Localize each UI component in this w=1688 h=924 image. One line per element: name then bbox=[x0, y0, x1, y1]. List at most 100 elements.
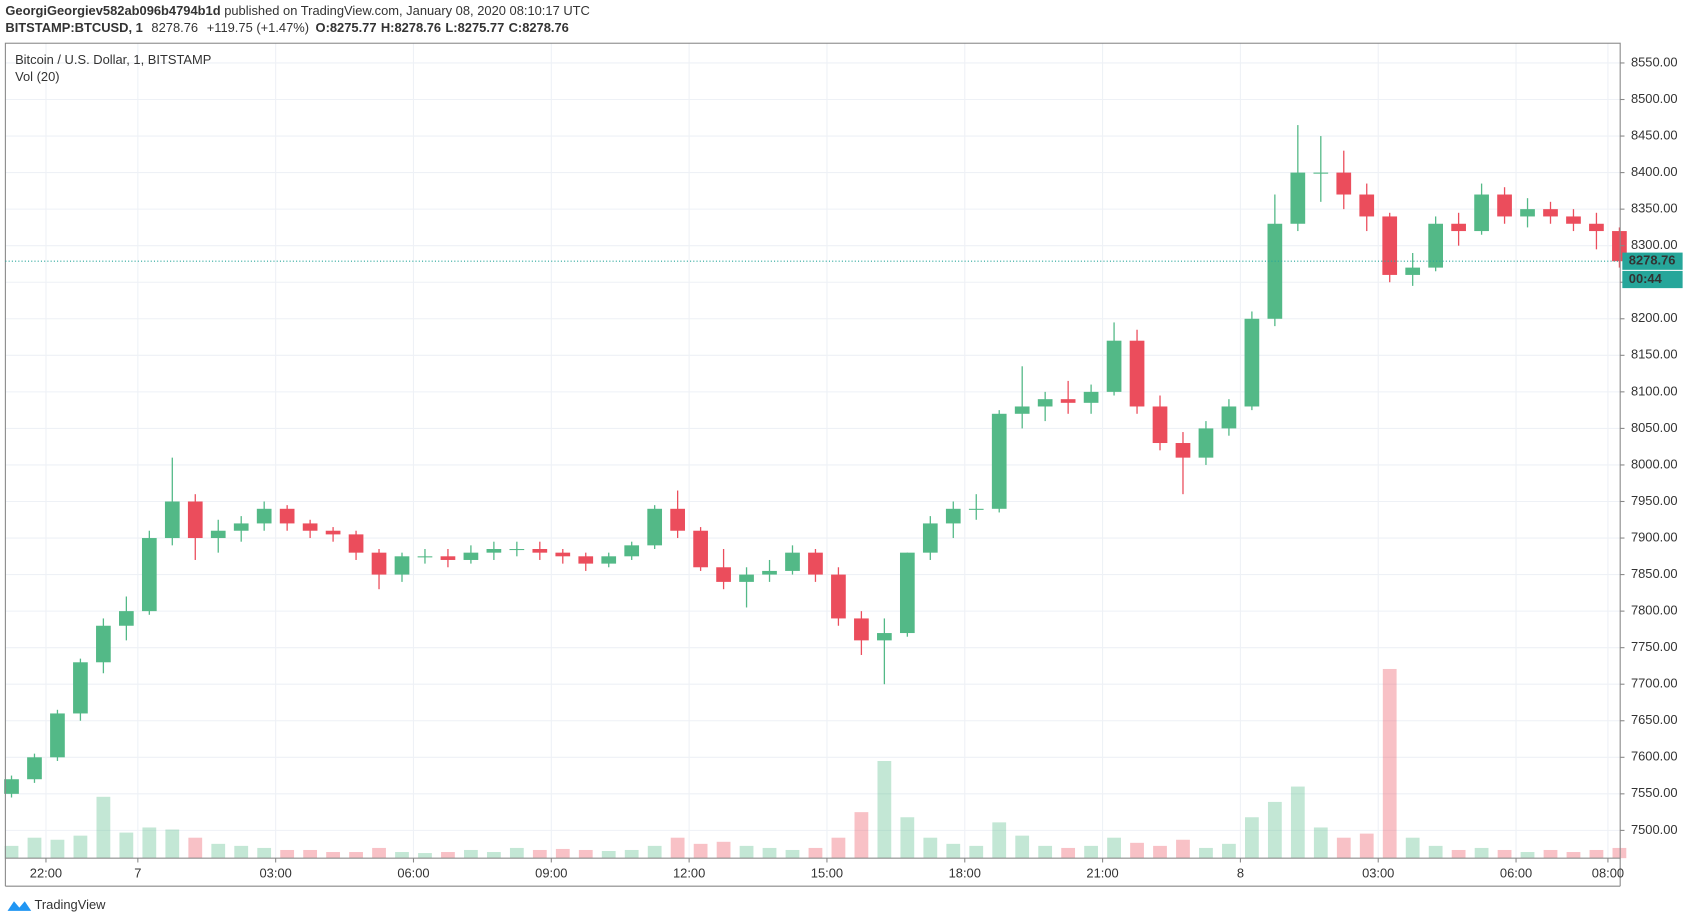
volume-bar bbox=[670, 837, 685, 859]
candle-body bbox=[899, 552, 915, 634]
volume-bar bbox=[486, 852, 501, 859]
plot-frame bbox=[4, 42, 1621, 859]
volume-bar bbox=[73, 835, 88, 859]
volume-bar bbox=[303, 849, 318, 859]
volume-bar bbox=[1359, 833, 1374, 859]
candle-body bbox=[739, 574, 754, 582]
candle-body bbox=[348, 534, 364, 553]
candle-body bbox=[1152, 406, 1168, 444]
volume-bar bbox=[739, 845, 754, 859]
volume-bar bbox=[349, 852, 363, 859]
volume-bar bbox=[831, 837, 846, 859]
candle-body bbox=[463, 552, 479, 560]
volume-bar bbox=[96, 796, 111, 859]
volume-bar bbox=[808, 847, 823, 859]
candle-body bbox=[1566, 216, 1581, 224]
volume-bar bbox=[877, 761, 892, 859]
candle-body bbox=[1290, 172, 1306, 224]
y-tick-label: 7550.00 bbox=[1631, 785, 1678, 800]
volume-bar bbox=[1130, 842, 1144, 859]
x-tick-label: 06:00 bbox=[397, 866, 429, 881]
volume-bar bbox=[1474, 847, 1489, 859]
volume-bar bbox=[647, 845, 662, 859]
volume-bar bbox=[1153, 845, 1167, 859]
volume-bar bbox=[1543, 849, 1558, 859]
candle-body bbox=[27, 757, 42, 780]
y-tick-label: 8450.00 bbox=[1631, 127, 1678, 142]
y-tick-label: 8300.00 bbox=[1631, 237, 1678, 252]
candle-body bbox=[991, 413, 1007, 509]
x-tick-label: 09:00 bbox=[535, 866, 567, 881]
volume-bar bbox=[946, 843, 961, 859]
volume-bar bbox=[555, 848, 570, 859]
volume-bar bbox=[395, 852, 409, 859]
candle-body bbox=[256, 508, 272, 524]
candle-body bbox=[1336, 172, 1352, 195]
candle-body bbox=[693, 530, 708, 568]
candle-body bbox=[73, 662, 88, 714]
candle-body bbox=[210, 530, 226, 539]
volume-bar bbox=[532, 849, 547, 859]
volume-bar bbox=[1245, 817, 1259, 859]
x-tick-label: 15:00 bbox=[811, 866, 843, 881]
candle-body bbox=[922, 523, 938, 553]
x-tick-label: 03:00 bbox=[1362, 866, 1394, 881]
candle-body bbox=[141, 538, 157, 612]
candle-body bbox=[762, 570, 777, 575]
close: C:8278.76 bbox=[509, 21, 569, 36]
volume-bar bbox=[1612, 847, 1627, 859]
volume-bar bbox=[1520, 852, 1535, 859]
y-tick-label: 8000.00 bbox=[1631, 456, 1678, 471]
header-line: GeorgiGeorgiev582ab096b4794b1d published… bbox=[5, 3, 590, 18]
low: L:8275.77 bbox=[445, 21, 504, 36]
y-tick-label: 8100.00 bbox=[1631, 383, 1678, 398]
volume-bar bbox=[693, 843, 708, 859]
y-tick-label: 8550.00 bbox=[1631, 54, 1678, 69]
candle-body bbox=[968, 508, 984, 510]
volume-bar bbox=[900, 817, 915, 859]
y-tick-label: 7850.00 bbox=[1631, 566, 1678, 581]
volume-bar bbox=[923, 837, 938, 859]
volume-bar bbox=[27, 837, 42, 859]
candle-body bbox=[1428, 223, 1444, 268]
x-tick-label: 7 bbox=[134, 866, 141, 881]
x-tick-label: 12:00 bbox=[673, 866, 705, 881]
volume-bar bbox=[578, 849, 593, 859]
volume-bar bbox=[464, 849, 478, 859]
plot bbox=[4, 43, 1627, 859]
volume-bar bbox=[1451, 849, 1466, 859]
y-tick-label: 7950.00 bbox=[1631, 493, 1678, 508]
volume-bar bbox=[257, 847, 272, 859]
volume-label: Vol (20) bbox=[15, 69, 59, 84]
change: +119.75 (+1.47%) bbox=[207, 21, 309, 36]
candle-body bbox=[302, 523, 318, 531]
candle-body bbox=[417, 556, 433, 558]
candle-body bbox=[233, 523, 249, 531]
candle-body bbox=[1106, 340, 1122, 392]
candle-body bbox=[1405, 267, 1421, 275]
x-tick-label: 03:00 bbox=[260, 866, 292, 881]
candle-body bbox=[1221, 406, 1237, 429]
candle-body bbox=[1589, 223, 1604, 232]
candle-body bbox=[371, 552, 387, 575]
x-tick-label: 22:00 bbox=[30, 866, 62, 881]
symbol-line: BITSTAMP:BTCUSD, 1 8278.76 +119.75 (+1.47%… bbox=[5, 21, 568, 36]
y-tick-label: 8350.00 bbox=[1631, 201, 1678, 216]
volume-bar bbox=[50, 839, 65, 859]
y-tick-label: 7650.00 bbox=[1631, 712, 1678, 727]
published: published on TradingView.com, January 08… bbox=[224, 3, 590, 18]
candle-body bbox=[854, 618, 869, 641]
y-tick-label: 7700.00 bbox=[1631, 676, 1678, 691]
volume-bar bbox=[1382, 668, 1397, 859]
volume-bar bbox=[969, 845, 984, 859]
price: 8278.76 bbox=[151, 21, 198, 36]
x-tick-label: 8 bbox=[1237, 866, 1244, 881]
candle-body bbox=[877, 633, 892, 641]
volume-bar bbox=[1199, 847, 1213, 859]
candle-body bbox=[509, 549, 525, 551]
volume-bar bbox=[1084, 845, 1098, 859]
candle-body bbox=[1037, 399, 1053, 407]
candle-body bbox=[624, 545, 640, 557]
